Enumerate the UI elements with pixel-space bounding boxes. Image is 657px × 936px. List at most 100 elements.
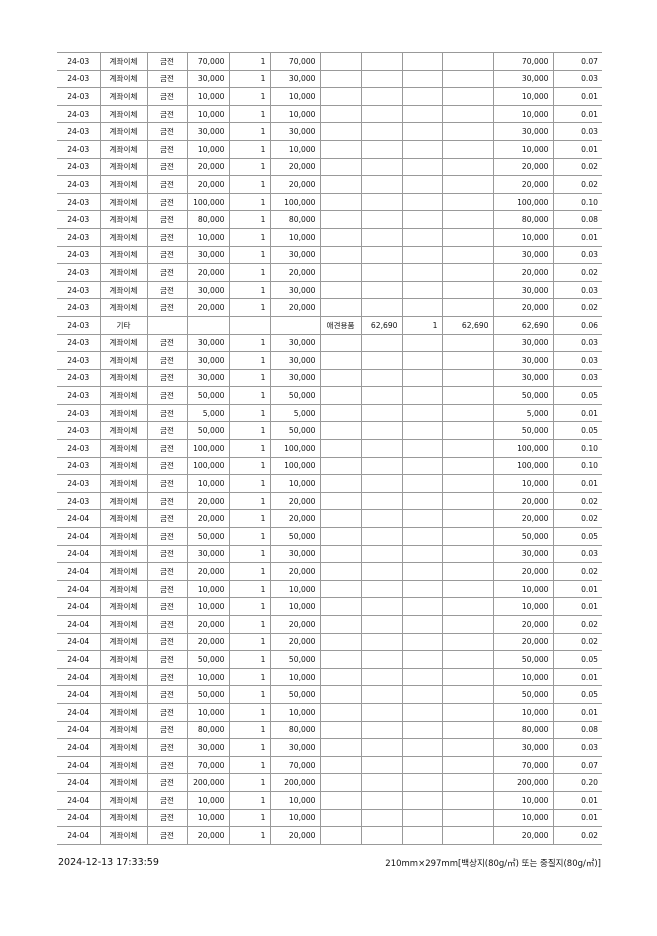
cell-goods-name [319,192,361,212]
cell-unit-value: 30,000 [186,544,229,564]
table-row: 24-04 계좌이체 금전 50,000 1 50,000 50,000 0.05 [57,685,602,704]
cell-category: 금전 [146,69,187,89]
cell-amount: 10,000 [269,227,320,247]
cell-total: 20,000 [492,263,553,282]
cell-unit-value: 70,000 [186,52,229,71]
cell-date: 24-04 [57,562,100,581]
cell-category: 금전 [146,439,187,458]
cell-date: 24-03 [57,315,100,335]
table-row: 24-04 계좌이체 금전 30,000 1 30,000 30,000 0.03 [57,738,602,757]
cell-date: 24-03 [57,333,100,353]
cell-quantity: 1 [228,421,270,441]
cell-type: 계좌이체 [99,738,147,757]
table-row: 24-04 계좌이체 금전 50,000 1 50,000 50,000 0.05 [57,527,602,546]
cell-goods-quantity [401,597,442,616]
cell-date: 24-04 [57,720,100,740]
cell-goods-amount [441,87,493,106]
cell-ratio: 0.01 [552,579,602,599]
cell-type: 계좌이체 [99,368,147,388]
cell-amount: 80,000 [269,720,320,740]
table-row: 24-03 계좌이체 금전 5,000 1 5,000 5,000 0.01 [57,403,602,423]
cell-goods-quantity [401,632,442,652]
cell-quantity: 1 [228,491,270,511]
cell-date: 24-04 [57,808,100,828]
cell-date: 24-04 [57,826,100,845]
cell-total: 20,000 [492,298,553,317]
cell-goods-amount [441,720,493,740]
cell-total: 70,000 [492,755,553,775]
cell-type: 계좌이체 [99,122,147,141]
cell-ratio: 0.03 [552,368,602,388]
cell-type: 계좌이체 [99,650,147,669]
cell-amount: 30,000 [269,333,320,353]
cell-ratio: 0.05 [552,650,602,669]
cell-quantity: 1 [228,192,270,212]
cell-goods-unit-value [360,421,402,441]
cell-goods-quantity [401,456,442,476]
cell-category [146,315,187,335]
cell-goods-name [319,351,361,370]
cell-goods-amount [441,175,493,194]
cell-quantity: 1 [228,245,270,265]
cell-category: 금전 [146,632,187,652]
cell-goods-unit-value [360,386,402,405]
cell-goods-quantity [401,650,442,669]
cell-total: 50,000 [492,386,553,405]
cell-ratio: 0.20 [552,773,602,792]
cell-amount: 100,000 [269,456,320,476]
cell-goods-name [319,544,361,564]
table-row: 24-03 계좌이체 금전 50,000 1 50,000 50,000 0.05 [57,421,602,441]
cell-ratio: 0.05 [552,386,602,405]
cell-goods-quantity [401,104,442,124]
cell-ratio: 0.01 [552,139,602,159]
cell-amount: 80,000 [269,210,320,229]
cell-category: 금전 [146,87,187,106]
cell-date: 24-03 [57,263,100,282]
cell-category: 금전 [146,773,187,792]
cell-type: 계좌이체 [99,456,147,476]
cell-ratio: 0.01 [552,597,602,616]
cell-total: 10,000 [492,702,553,722]
cell-type: 계좌이체 [99,491,147,511]
cell-category: 금전 [146,280,187,300]
cell-goods-quantity: 1 [401,315,442,335]
cell-ratio: 0.07 [552,52,602,71]
donation-ledger-table: 24-03 계좌이체 금전 70,000 1 70,000 70,000 0.07 24-03 계… [57,52,602,845]
cell-amount: 10,000 [269,808,320,828]
cell-category: 금전 [146,210,187,229]
cell-goods-quantity [401,491,442,511]
cell-unit-value: 30,000 [186,333,229,353]
cell-total: 50,000 [492,650,553,669]
cell-goods-unit-value [360,280,402,300]
cell-goods-unit-value [360,685,402,704]
cell-goods-quantity [401,69,442,89]
cell-goods-name [319,280,361,300]
cell-goods-amount [441,474,493,493]
cell-quantity: 1 [228,157,270,177]
cell-quantity: 1 [228,175,270,194]
cell-goods-name: 애견용품 [319,315,361,335]
cell-goods-amount [441,579,493,599]
cell-unit-value: 10,000 [186,667,229,687]
cell-unit-value: 100,000 [186,456,229,476]
cell-ratio: 0.03 [552,351,602,370]
cell-category: 금전 [146,139,187,159]
cell-goods-amount [441,650,493,669]
cell-unit-value: 10,000 [186,87,229,106]
cell-date: 24-04 [57,790,100,810]
cell-amount [269,315,320,335]
paper-spec: 210mm×297mm[백상지(80g/㎡) 또는 중질지(80g/㎡)] [385,859,601,869]
cell-goods-amount [441,157,493,177]
cell-unit-value [186,315,229,335]
cell-quantity: 1 [228,826,270,845]
table-row: 24-03 계좌이체 금전 30,000 1 30,000 30,000 0.03 [57,333,602,353]
cell-unit-value: 20,000 [186,509,229,529]
cell-total: 100,000 [492,439,553,458]
table-row: 24-03 계좌이체 금전 10,000 1 10,000 10,000 0.01 [57,227,602,247]
cell-amount: 200,000 [269,773,320,792]
cell-goods-amount [441,351,493,370]
cell-date: 24-04 [57,597,100,616]
cell-goods-quantity [401,403,442,423]
cell-quantity: 1 [228,790,270,810]
cell-amount: 30,000 [269,351,320,370]
